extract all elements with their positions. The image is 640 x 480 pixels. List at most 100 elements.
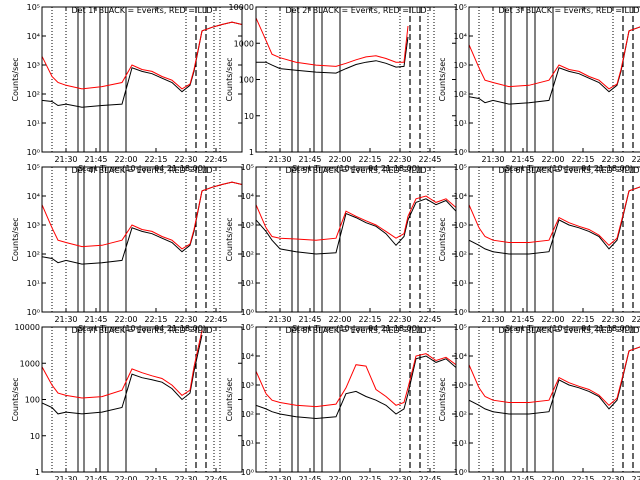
- panel-title: Det 9f BLACK = Events, RED = LLD: [498, 326, 639, 335]
- x-tick-label: 21:30: [481, 315, 504, 324]
- x-tick-label: 22:00: [114, 155, 137, 164]
- lld-series-line: [256, 353, 456, 408]
- y-axis-label: Counts/sec: [225, 377, 234, 421]
- panel-title: Det 5f BLACK = Events, RED = LLD: [285, 166, 426, 175]
- x-tick-label: 22:30: [388, 155, 411, 164]
- detector-panel-9: 21:30 21:45 22:00 22:15 22:30 22:45 10⁰ 10¹ 10² 1…: [438, 323, 640, 480]
- x-tick-label: 22:30: [601, 315, 624, 324]
- y-tick-label: 100: [25, 396, 40, 405]
- y-tick-label: 10⁰: [27, 308, 40, 317]
- x-tick-label: 22:15: [358, 315, 381, 324]
- lld-series-line: [469, 346, 640, 406]
- y-tick-label: 10⁵: [27, 3, 40, 12]
- x-tick-label: 22:30: [388, 315, 411, 324]
- y-tick-label: 1: [249, 148, 254, 157]
- y-tick-label: 10⁵: [454, 323, 467, 332]
- y-tick-label: 10⁴: [27, 192, 40, 201]
- x-axis-label: Start Time (10-Jan-04 21:18:00): [505, 324, 633, 333]
- x-tick-label: 21:30: [268, 315, 291, 324]
- plot-frame: [255, 6, 457, 153]
- x-tick-label: 21:45: [511, 155, 534, 164]
- events-series-line: [469, 346, 640, 415]
- x-axis-label: Start Time (10-Jan-04 21:18:00): [292, 324, 420, 333]
- y-tick-label: 10³: [454, 381, 467, 390]
- x-tick-label: 22:30: [601, 475, 624, 480]
- x-tick-label: 21:30: [481, 475, 504, 480]
- detector-panel-4: 21:30 21:45 22:00 22:15 22:30 22:45 10⁰ 10¹ 10² 1…: [11, 163, 243, 333]
- y-tick-label: 10⁵: [454, 3, 467, 12]
- y-tick-label: 10³: [454, 221, 467, 230]
- x-tick-label: 21:45: [84, 315, 107, 324]
- y-tick-label: 10²: [241, 250, 254, 259]
- plot-frame: [41, 326, 243, 473]
- y-tick-label: 10¹: [454, 439, 467, 448]
- x-tick-label: 22:45: [631, 155, 640, 164]
- plot-frame: [255, 166, 457, 313]
- panel-title: Det 4f BLACK = Events, RED = LLD: [71, 166, 212, 175]
- y-axis-label: Counts/sec: [225, 217, 234, 261]
- x-axis-label: Start Time (10-Jan-04 21:18:00): [78, 324, 206, 333]
- y-tick-label: 10: [244, 112, 254, 121]
- y-axis-label: Counts/sec: [438, 377, 447, 421]
- events-series-line: [42, 181, 242, 265]
- x-tick-label: 22:45: [418, 315, 441, 324]
- y-tick-label: 10³: [27, 221, 40, 230]
- panel-title: Det 2f BLACK = Events, RED = LLD: [285, 6, 426, 15]
- x-tick-label: 22:00: [541, 315, 564, 324]
- detector-panel-7: 21:30 21:45 22:00 22:15 22:30 22:45 1 10 100 1000…: [11, 323, 243, 480]
- lld-series-line: [42, 181, 242, 250]
- y-tick-label: 10³: [241, 381, 254, 390]
- y-axis-label: Counts/sec: [11, 217, 20, 261]
- y-tick-label: 10000: [229, 3, 254, 12]
- y-tick-label: 10⁴: [454, 192, 467, 201]
- x-tick-label: 22:45: [204, 155, 227, 164]
- x-tick-label: 21:30: [268, 475, 291, 480]
- x-tick-label: 21:30: [54, 475, 77, 480]
- y-tick-label: 10⁴: [241, 352, 254, 361]
- x-tick-label: 21:30: [54, 315, 77, 324]
- detector-panel-3: 21:30 21:45 22:00 22:15 22:30 22:45 10⁰ 10¹ 10² 1…: [438, 3, 640, 173]
- x-axis-label: Start Time (10-Jan-04 21:18:00): [505, 164, 633, 173]
- x-tick-label: 22:15: [571, 315, 594, 324]
- x-tick-label: 21:45: [511, 315, 534, 324]
- plot-frame: [41, 6, 243, 153]
- plot-frame: [468, 166, 640, 313]
- y-tick-label: 10: [30, 432, 40, 441]
- x-tick-label: 22:45: [631, 315, 640, 324]
- x-tick-label: 21:30: [481, 155, 504, 164]
- x-tick-label: 22:00: [541, 155, 564, 164]
- y-tick-label: 10⁴: [454, 32, 467, 41]
- detector-panel-8: 21:30 21:45 22:00 22:15 22:30 22:45 10⁰ 10¹ 10² 1…: [225, 323, 457, 480]
- y-axis-label: Counts/sec: [438, 57, 447, 101]
- plot-frame: [468, 326, 640, 473]
- x-axis-label: Start Time (10-Jan-04 21:18:00): [292, 164, 420, 173]
- events-series-line: [42, 21, 242, 108]
- y-tick-label: 10⁰: [454, 308, 467, 317]
- x-tick-label: 21:45: [298, 315, 321, 324]
- lld-series-line: [256, 195, 456, 241]
- y-tick-label: 10⁵: [241, 163, 254, 172]
- panel-title: Det 3f BLACK = Events, RED = LLD: [498, 6, 639, 15]
- y-tick-label: 10⁰: [454, 468, 467, 477]
- panel-title: Det 8f BLACK = Events, RED = LLD: [285, 326, 426, 335]
- events-series-line: [42, 334, 203, 415]
- lld-series-line: [42, 21, 242, 90]
- x-tick-label: 22:15: [144, 475, 167, 480]
- y-axis-label: Counts/sec: [11, 377, 20, 421]
- detector-panel-1: 21:30 21:45 22:00 22:15 22:30 22:45 10⁰ 10¹ 10² 1…: [11, 3, 243, 173]
- lld-series-line: [469, 186, 640, 246]
- y-tick-label: 1: [35, 468, 40, 477]
- x-axis-label: Start Time (10-Jan-04 21:18:00): [78, 164, 206, 173]
- x-tick-label: 22:15: [358, 475, 381, 480]
- panel-title: Det 6f BLACK = Events, RED = LLD: [498, 166, 639, 175]
- x-tick-label: 22:45: [418, 475, 441, 480]
- y-axis-label: Counts/sec: [438, 217, 447, 261]
- x-tick-label: 22:45: [418, 155, 441, 164]
- y-tick-label: 10⁵: [454, 163, 467, 172]
- y-tick-label: 10²: [454, 90, 467, 99]
- y-tick-label: 10⁴: [27, 32, 40, 41]
- x-tick-label: 22:30: [174, 315, 197, 324]
- x-tick-label: 22:15: [358, 155, 381, 164]
- y-tick-label: 10⁴: [454, 352, 467, 361]
- x-tick-label: 22:45: [204, 315, 227, 324]
